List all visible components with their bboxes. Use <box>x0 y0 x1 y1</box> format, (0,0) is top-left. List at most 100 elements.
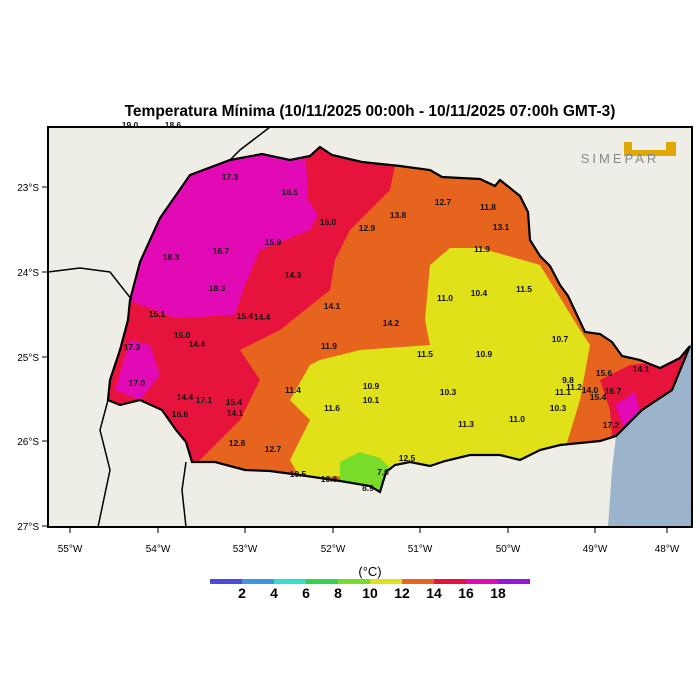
station-value: 18.3 <box>163 252 180 262</box>
station-value: 16.0 <box>320 217 337 227</box>
legend-unit: (°C) <box>358 564 381 579</box>
legend-swatch <box>274 579 306 584</box>
station-value: 17.1 <box>196 395 213 405</box>
station-value: 16.7 <box>605 386 622 396</box>
station-value: 14.4 <box>177 392 194 402</box>
lon-tick-label: 48°W <box>655 544 680 555</box>
station-value: 14.1 <box>633 364 650 374</box>
station-value: 15.0 <box>174 330 191 340</box>
legend-swatch <box>434 579 466 584</box>
map-title: Temperatura Mínima (10/11/2025 00:00h - … <box>125 103 616 120</box>
legend-swatch <box>370 579 402 584</box>
legend-label: 8 <box>334 585 342 601</box>
legend-label: 16 <box>458 585 474 601</box>
station-value: 10.4 <box>471 288 488 298</box>
country-border <box>97 399 111 528</box>
station-value: 14.4 <box>254 312 271 322</box>
country-border <box>47 267 133 301</box>
station-value: 13.8 <box>390 210 407 220</box>
station-value: 11.0 <box>509 414 525 424</box>
station-value: 12.5 <box>399 453 416 463</box>
lon-tick-label: 53°W <box>233 544 258 555</box>
station-value: 10.8 <box>321 474 338 484</box>
station-value: 11.0 <box>437 293 453 303</box>
legend-swatch <box>306 579 338 584</box>
lon-tick-label: 50°W <box>496 544 521 555</box>
station-value: 10.3 <box>550 403 567 413</box>
legend-swatch <box>402 579 434 584</box>
station-value: 10.9 <box>363 381 380 391</box>
station-value: 10.7 <box>552 334 569 344</box>
station-value: 9.8 <box>562 375 574 385</box>
station-value: 12.9 <box>359 223 376 233</box>
legend-label: 10 <box>362 585 378 601</box>
legend-label: 4 <box>270 585 278 601</box>
axis-ticks: 55°W 54°W 53°W 52°W 51°W 50°W 49°W 48°W 23°S 24°S… <box>17 183 680 555</box>
station-value: 11.6 <box>324 403 340 413</box>
station-value: 18.3 <box>209 283 226 293</box>
station-value: 11.9 <box>321 341 337 351</box>
station-value: 18.6 <box>165 120 182 130</box>
lat-tick-label: 23°S <box>17 183 39 194</box>
legend-label: 18 <box>490 585 506 601</box>
color-legend: (°C) 2 4 6 8 10 12 14 16 18 <box>210 564 530 601</box>
lat-tick-label: 27°S <box>17 522 39 533</box>
station-value: 11.5 <box>516 284 532 294</box>
station-value: 14.4 <box>189 339 206 349</box>
map-frame <box>47 126 693 528</box>
legend-swatch <box>498 579 530 584</box>
station-value: 14.1 <box>227 408 244 418</box>
logo-mark <box>624 142 676 156</box>
zone-16-18-west <box>115 340 160 400</box>
station-value: 11.5 <box>417 349 433 359</box>
station-value: 14.0 <box>582 385 599 395</box>
station-value: 17.3 <box>222 172 239 182</box>
station-value: 16.6 <box>172 409 189 419</box>
station-value: 10.3 <box>440 387 457 397</box>
lat-tick-label: 24°S <box>17 268 39 279</box>
legend-label: 6 <box>302 585 310 601</box>
ocean <box>608 340 692 527</box>
lon-tick-label: 54°W <box>146 544 171 555</box>
simepar-logo: SIMEPAR <box>581 142 676 166</box>
station-value: 10.5 <box>290 469 307 479</box>
legend-swatch <box>338 579 370 584</box>
station-labels: 19.0 18.6 17.3 16.5 16.0 15.9 16.7 18.3 18.3 14.3… <box>122 120 650 493</box>
station-value: 12.8 <box>229 438 246 448</box>
station-value: 16.7 <box>213 246 230 256</box>
station-value: 11.3 <box>458 419 474 429</box>
country-border <box>181 461 187 528</box>
station-value: 17.2 <box>603 420 620 430</box>
legend-label: 12 <box>394 585 410 601</box>
station-value: 19.0 <box>122 120 139 130</box>
lon-tick-label: 49°W <box>583 544 608 555</box>
station-value: 14.3 <box>285 270 302 280</box>
station-value: 11.8 <box>480 202 496 212</box>
station-value: 11.1 <box>555 387 571 397</box>
station-value: 14.1 <box>324 301 341 311</box>
legend-swatch <box>210 579 242 584</box>
station-value: 16.5 <box>282 187 299 197</box>
station-value: 15.6 <box>596 368 613 378</box>
logo-text: SIMEPAR <box>581 151 660 166</box>
zone-10-12 <box>290 248 590 478</box>
station-value: 11.4 <box>285 385 301 395</box>
station-value: 7.6 <box>377 467 389 477</box>
zone-16-18-coast <box>615 392 640 430</box>
lat-tick-label: 25°S <box>17 353 39 364</box>
station-value: 11.2 <box>566 382 582 392</box>
legend-swatch <box>466 579 498 584</box>
station-value: 15.1 <box>149 309 166 319</box>
station-value: 15.4 <box>237 311 254 321</box>
station-value: 10.1 <box>363 395 380 405</box>
legend-swatch <box>242 579 274 584</box>
lat-tick-label: 26°S <box>17 437 39 448</box>
station-value: 15.4 <box>226 397 243 407</box>
station-value: 12.7 <box>435 197 452 207</box>
station-value: 10.9 <box>476 349 493 359</box>
station-value: 13.1 <box>493 222 510 232</box>
lon-tick-label: 52°W <box>321 544 346 555</box>
station-value: 14.2 <box>383 318 400 328</box>
station-value: 12.7 <box>265 444 282 454</box>
